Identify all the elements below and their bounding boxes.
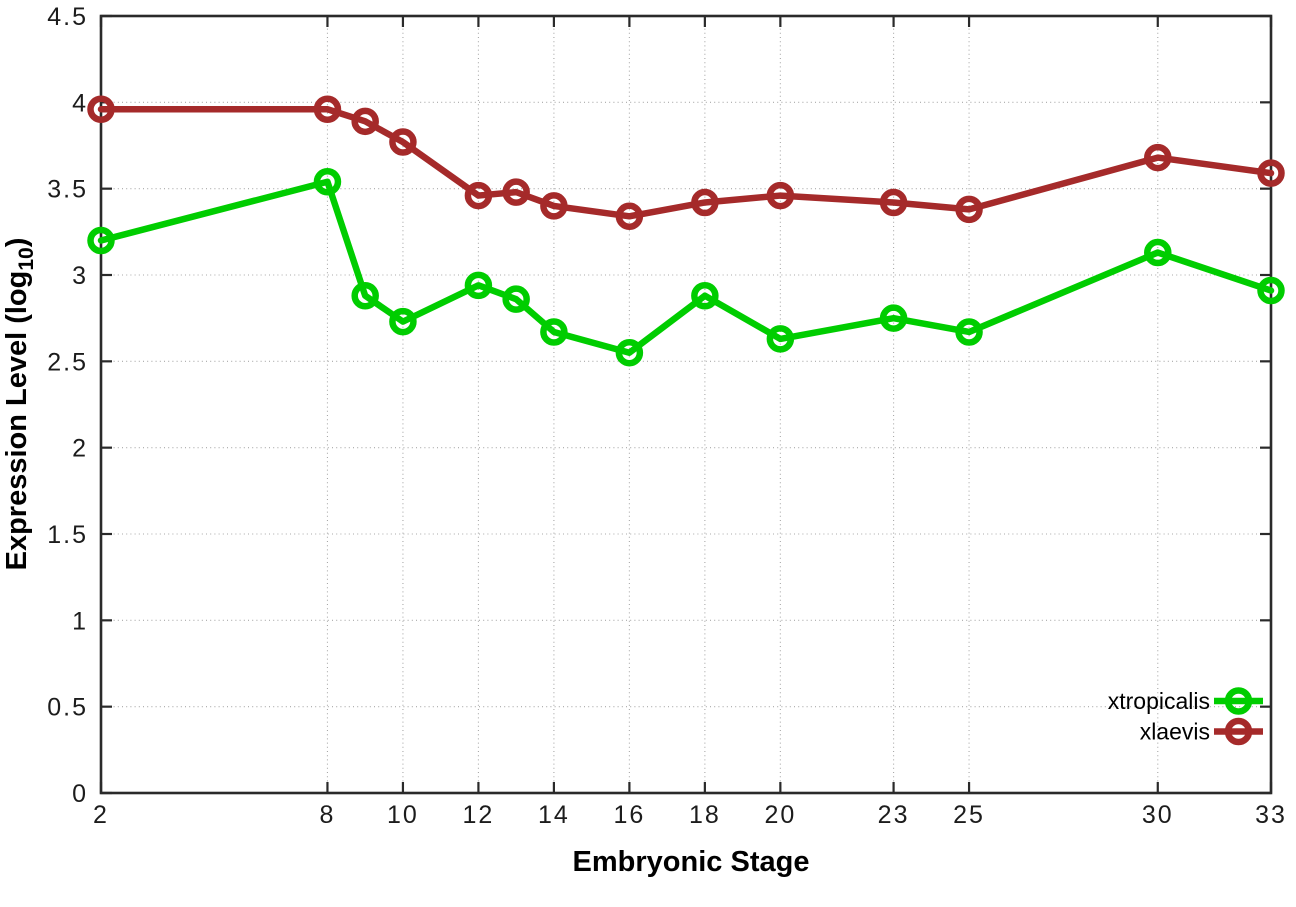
x-tick-label: 23 [878,801,910,829]
data-point-xtropicalis [389,307,417,336]
data-point-xlaevis [540,192,568,220]
x-tick-label: 16 [613,801,645,829]
data-point-xtropicalis [766,325,795,353]
data-point-xlaevis [464,181,493,210]
data-point-xtropicalis [1257,276,1285,305]
plot-border-rect [99,14,1273,795]
data-point-xlaevis [351,107,379,136]
y-tick-label: 2 [72,435,88,463]
y-tick-label: 4 [72,89,88,117]
data-point-xlaevis [502,178,530,206]
y-axis-title: Expression Level (log10) [1,238,38,571]
y-tick-label: 4.5 [47,3,88,31]
series-line-xlaevis [97,105,1275,220]
data-point-xlaevis [691,188,719,217]
x-tick-label: 18 [689,801,721,829]
data-point-xtropicalis [313,168,342,196]
data-point-xtropicalis [540,318,568,346]
y-tick-label: 1.5 [47,521,88,549]
y-axis-title-part: 10 [15,247,38,270]
legend-label-xtropicalis: xtropicalis [1108,688,1210,714]
y-tick-label: 0 [72,780,88,808]
data-point-xtropicalis [1144,238,1172,267]
plot-border [99,14,1273,795]
data-point-xtropicalis [955,318,983,346]
legend-marker-xlaevis [1224,717,1253,746]
x-tick-label: 30 [1142,801,1174,829]
data-point-xlaevis [313,95,342,123]
x-tick-label: 14 [538,801,570,829]
y-tick-label: 3.5 [47,176,88,204]
legend-marker-xtropicalis [1224,687,1253,715]
y-tick-label: 2.5 [47,348,88,376]
data-point-xlaevis [615,202,644,231]
data-point-xtropicalis [87,226,115,255]
data-point-xtropicalis [879,304,908,332]
data-point-xlaevis [955,195,983,224]
y-axis-title-part: Expression Level (log [1,271,33,571]
data-point-xlaevis [1257,159,1285,187]
data-point-xtropicalis [691,281,719,310]
data-point-xtropicalis [351,281,379,310]
data-series [87,95,1285,367]
axis-ticks [99,14,1273,795]
data-point-xtropicalis [615,338,644,367]
data-point-xlaevis [766,181,795,210]
x-tick-label: 20 [764,801,796,829]
data-point-xtropicalis [464,271,493,300]
data-point-xtropicalis [502,285,530,313]
legend-label-xlaevis: xlaevis [1140,719,1210,745]
data-point-xlaevis [1144,143,1172,172]
data-point-xlaevis [879,188,908,217]
x-tick-label: 25 [953,801,985,829]
data-point-xlaevis [389,128,417,156]
y-tick-labels: 0 0.5 1 1.5 2 2.5 3 3.5 4 4.5 [47,3,88,808]
x-tick-label: 2 [93,801,109,829]
y-axis-title-part: ) [1,238,33,248]
x-tick-label: 12 [463,801,495,829]
y-tick-label: 3 [72,262,88,290]
y-tick-label: 0.5 [47,694,88,722]
y-tick-label: 1 [72,607,88,635]
gridlines [101,16,1271,793]
legend: xtropicalis xlaevis [1108,687,1263,746]
x-tick-label: 33 [1255,801,1287,829]
x-tick-label: 8 [319,801,335,829]
x-axis-title: Embryonic Stage [573,846,810,878]
data-point-xlaevis [87,95,115,123]
x-tick-labels: 2 8 10 12 14 16 18 20 23 25 30 33 [93,801,1287,829]
x-tick-label: 10 [387,801,419,829]
